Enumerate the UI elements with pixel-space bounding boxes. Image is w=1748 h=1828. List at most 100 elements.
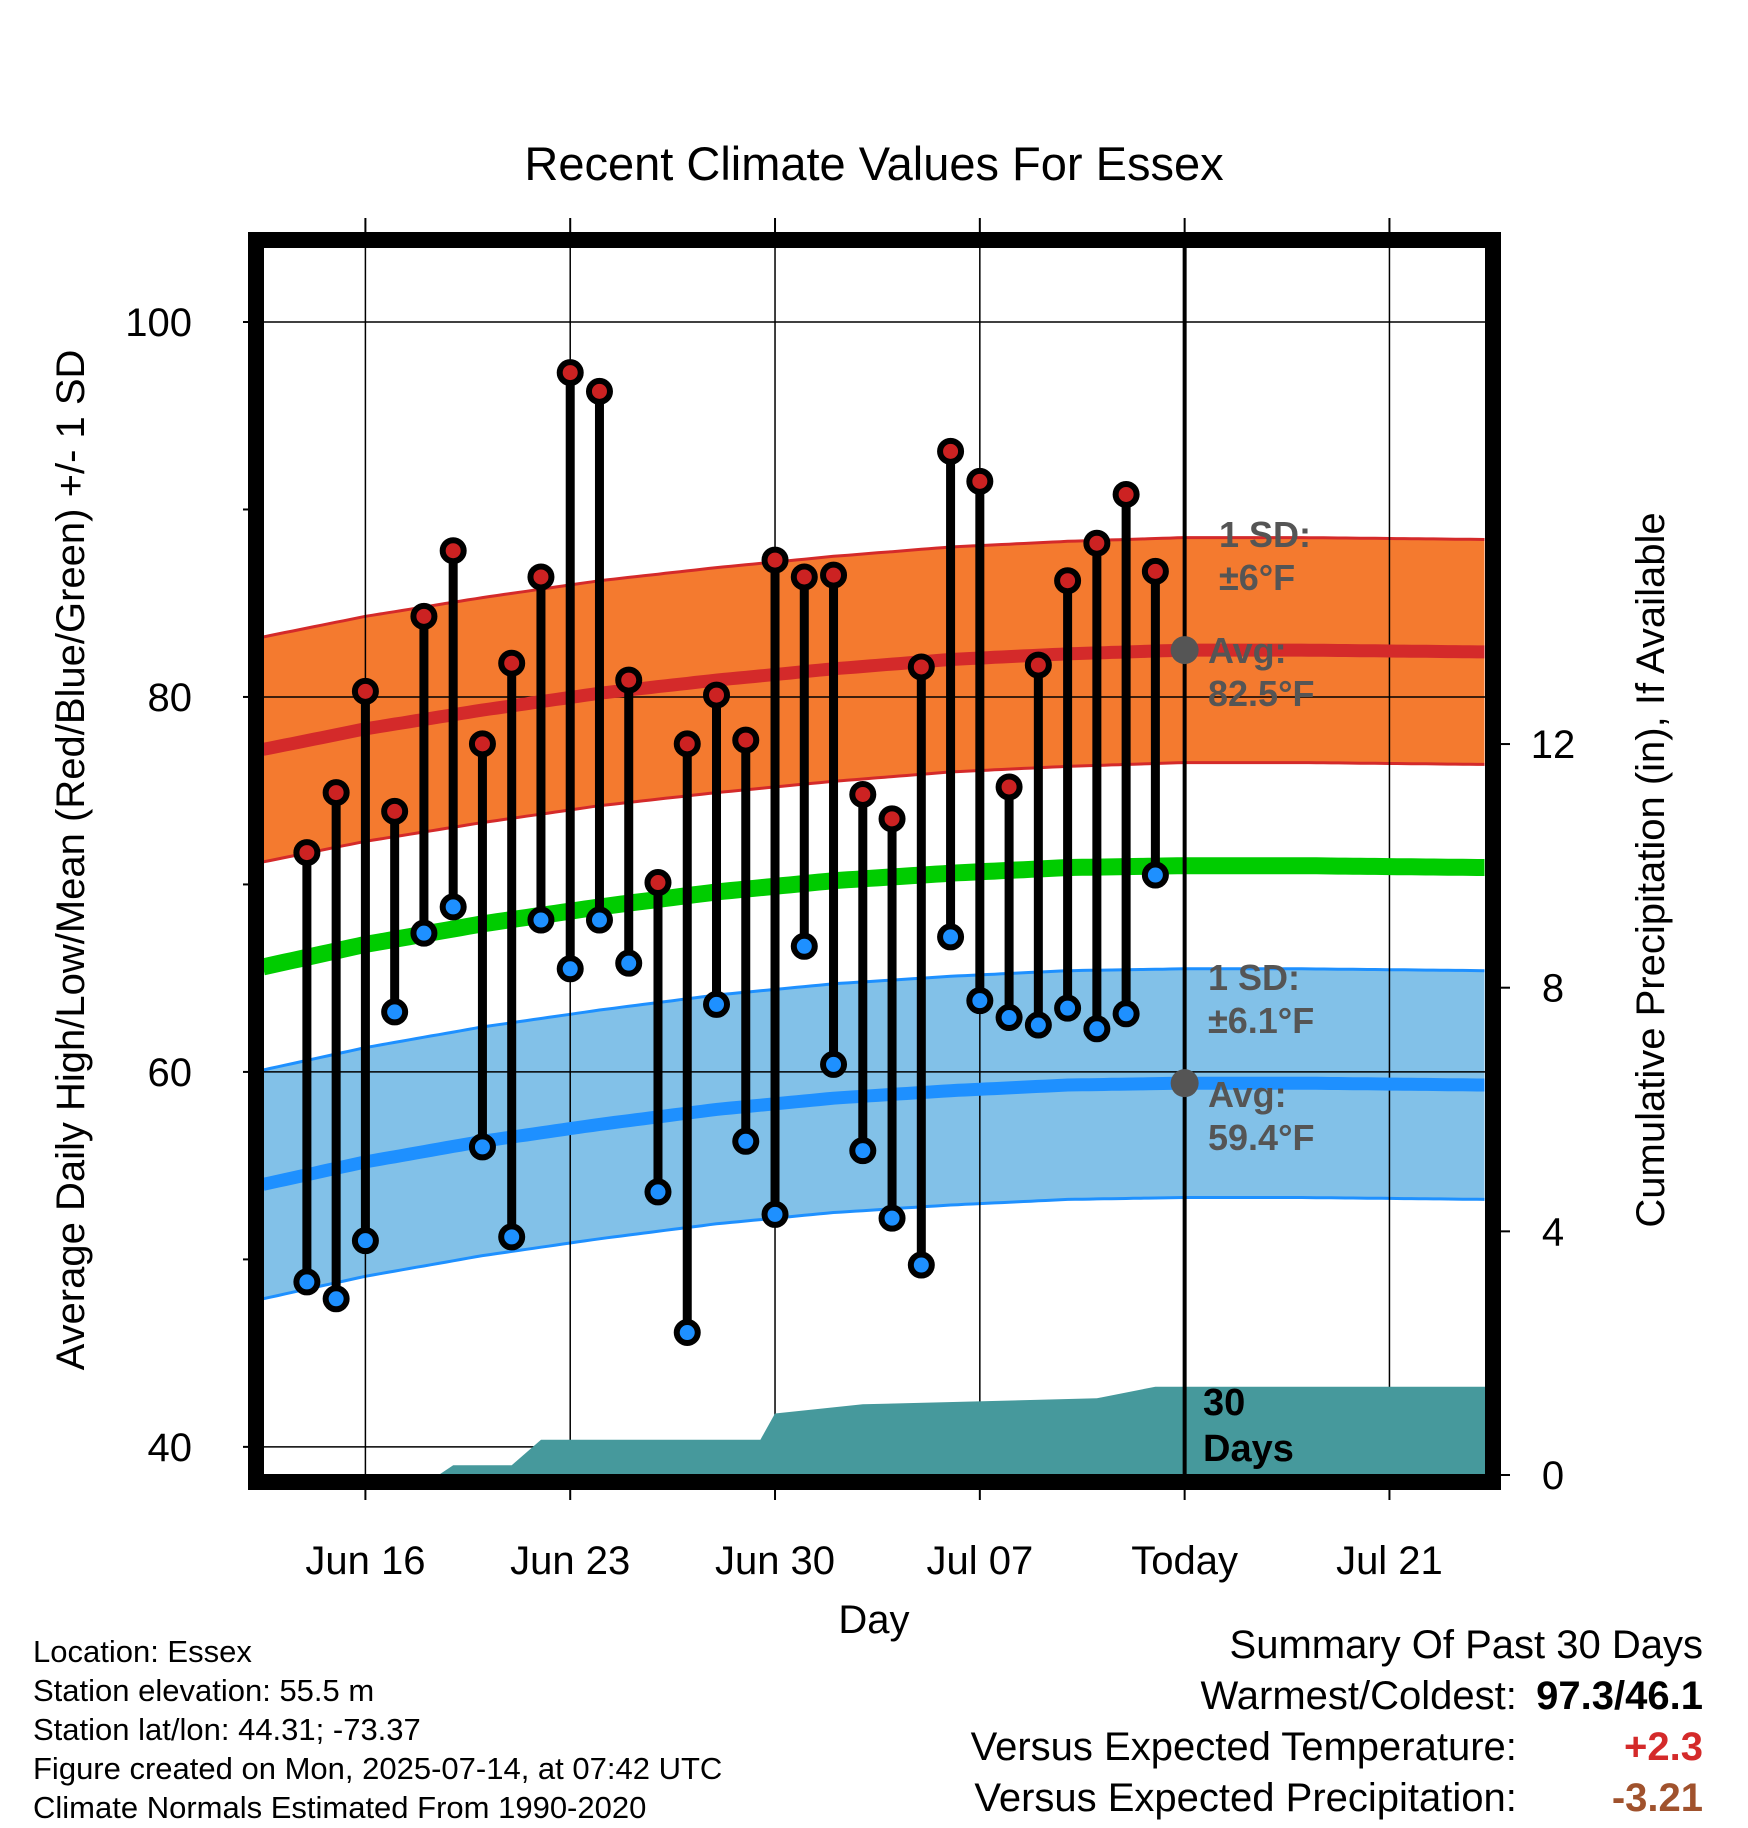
daily-low-point — [761, 1200, 789, 1228]
daily-low-point — [966, 987, 994, 1015]
y-tick-label: 60 — [148, 1051, 193, 1095]
high-sd-label: 1 SD: — [1219, 514, 1311, 555]
daily-low-point — [644, 1178, 672, 1206]
daily-high-point — [644, 869, 672, 897]
daily-low-point — [790, 932, 818, 960]
precip-label: Versus Expected Precipitation: — [974, 1776, 1517, 1820]
y-right-tick-label: 0 — [1542, 1454, 1564, 1498]
location-text: Location: Essex — [33, 1634, 252, 1669]
latlon-text: Station lat/lon: 44.31; -73.37 — [33, 1712, 421, 1747]
low-sd-label: 1 SD: — [1208, 957, 1300, 998]
normal-low-band-lower — [263, 1196, 1485, 1301]
daily-high-point — [790, 563, 818, 591]
daily-low-point — [1083, 1015, 1111, 1043]
elevation-text: Station elevation: 55.5 m — [33, 1673, 375, 1708]
today-normal-low-marker — [1170, 1069, 1199, 1098]
chart-title: Recent Climate Values For Essex — [524, 137, 1223, 190]
daily-high-point — [673, 730, 701, 758]
daily-high-point — [1083, 529, 1111, 557]
daily-high-point — [1024, 651, 1052, 679]
daily-low-point — [820, 1050, 848, 1078]
daily-low-point — [1112, 1000, 1140, 1028]
daily-low-point — [1054, 994, 1082, 1022]
normal-low-band — [263, 968, 1485, 1299]
temp-value: +2.3 — [1624, 1725, 1703, 1769]
daily-low-point — [615, 949, 643, 977]
daily-high-point — [439, 537, 467, 565]
daily-high-point — [1141, 557, 1169, 585]
precip-value: -3.21 — [1611, 1776, 1703, 1820]
daily-high-point — [351, 677, 379, 705]
normal-high-line — [263, 643, 1485, 756]
normal-low-line — [263, 1076, 1485, 1191]
daily-low-point — [703, 990, 731, 1018]
daily-high-point — [381, 797, 409, 825]
daily-high-point — [1112, 480, 1140, 508]
daily-low-point — [322, 1285, 350, 1313]
daily-high-point — [293, 839, 321, 867]
x-axis-title: Day — [838, 1598, 909, 1642]
daily-high-point — [937, 437, 965, 465]
daily-high-point — [732, 726, 760, 754]
daily-high-point — [468, 730, 496, 758]
y-axis-title-left: Average Daily High/Low/Mean (Red/Blue/Gr… — [49, 350, 93, 1371]
normal-high-band-lower — [263, 761, 1485, 864]
x-tick-label: Jul 21 — [1336, 1539, 1443, 1583]
daily-low-point — [410, 919, 438, 947]
warm-cold-row: Warmest/Coldest: 97.3/46.1 — [971, 1671, 1704, 1722]
precipitation-area — [263, 1386, 1486, 1475]
daily-high-point — [703, 681, 731, 709]
low-sd-value: ±6.1°F — [1208, 1000, 1314, 1041]
precip-days-label-1: 30 — [1203, 1382, 1245, 1424]
normal-high-band-upper — [263, 536, 1485, 639]
daily-low-point — [527, 906, 555, 934]
daily-low-point — [585, 906, 613, 934]
daily-high-point — [410, 602, 438, 630]
y-tick-label: 40 — [148, 1426, 193, 1470]
temp-label: Versus Expected Temperature: — [970, 1725, 1517, 1769]
low-avg-value: 59.4°F — [1208, 1117, 1314, 1158]
plot-frame — [248, 232, 1501, 1490]
daily-high-point — [849, 780, 877, 808]
daily-low-point — [1141, 861, 1169, 889]
daily-low-point — [1024, 1011, 1052, 1039]
daily-high-point — [878, 805, 906, 833]
high-sd-value: ±6°F — [1219, 557, 1295, 598]
daily-low-point — [732, 1127, 760, 1155]
created-text: Figure created on Mon, 2025-07-14, at 07… — [33, 1751, 723, 1786]
y-right-tick-label: 8 — [1542, 967, 1564, 1011]
daily-low-point — [995, 1004, 1023, 1032]
precip-row: Versus Expected Precipitation: -3.21 — [971, 1773, 1703, 1824]
y-tick-label: 80 — [148, 676, 193, 720]
y-right-tick-label: 12 — [1531, 723, 1576, 767]
high-avg-value: 82.5°F — [1208, 673, 1314, 714]
daily-low-point — [673, 1319, 701, 1347]
warm-cold-label: Warmest/Coldest: — [1200, 1674, 1517, 1718]
y-tick-label: 100 — [125, 301, 192, 345]
normal-mean-line — [263, 857, 1485, 976]
daily-low-point — [468, 1133, 496, 1161]
y-axis-title-right: Cumulative Precipitation (in), If Availa… — [1629, 512, 1673, 1227]
daily-low-point — [556, 955, 584, 983]
daily-low-point — [849, 1137, 877, 1165]
low-avg-label: Avg: — [1208, 1074, 1287, 1115]
daily-low-point — [907, 1251, 935, 1279]
x-tick-label: Jun 30 — [715, 1539, 835, 1583]
x-tick-label: Jun 16 — [305, 1539, 425, 1583]
daily-low-point — [381, 998, 409, 1026]
today-normal-high-marker — [1170, 636, 1199, 665]
summary-panel: Summary Of Past 30 Days Warmest/Coldest:… — [971, 1620, 1703, 1824]
daily-high-point — [995, 773, 1023, 801]
y-right-tick-label: 4 — [1542, 1210, 1564, 1254]
daily-high-point — [615, 666, 643, 694]
daily-high-point — [1054, 567, 1082, 595]
daily-high-point — [498, 649, 526, 677]
daily-low-point — [293, 1268, 321, 1296]
daily-high-point — [820, 561, 848, 589]
precip-days-label-2: Days — [1203, 1428, 1294, 1470]
daily-high-point — [966, 467, 994, 495]
daily-low-point — [878, 1204, 906, 1232]
daily-low-point — [498, 1223, 526, 1251]
daily-low-point — [351, 1227, 379, 1255]
